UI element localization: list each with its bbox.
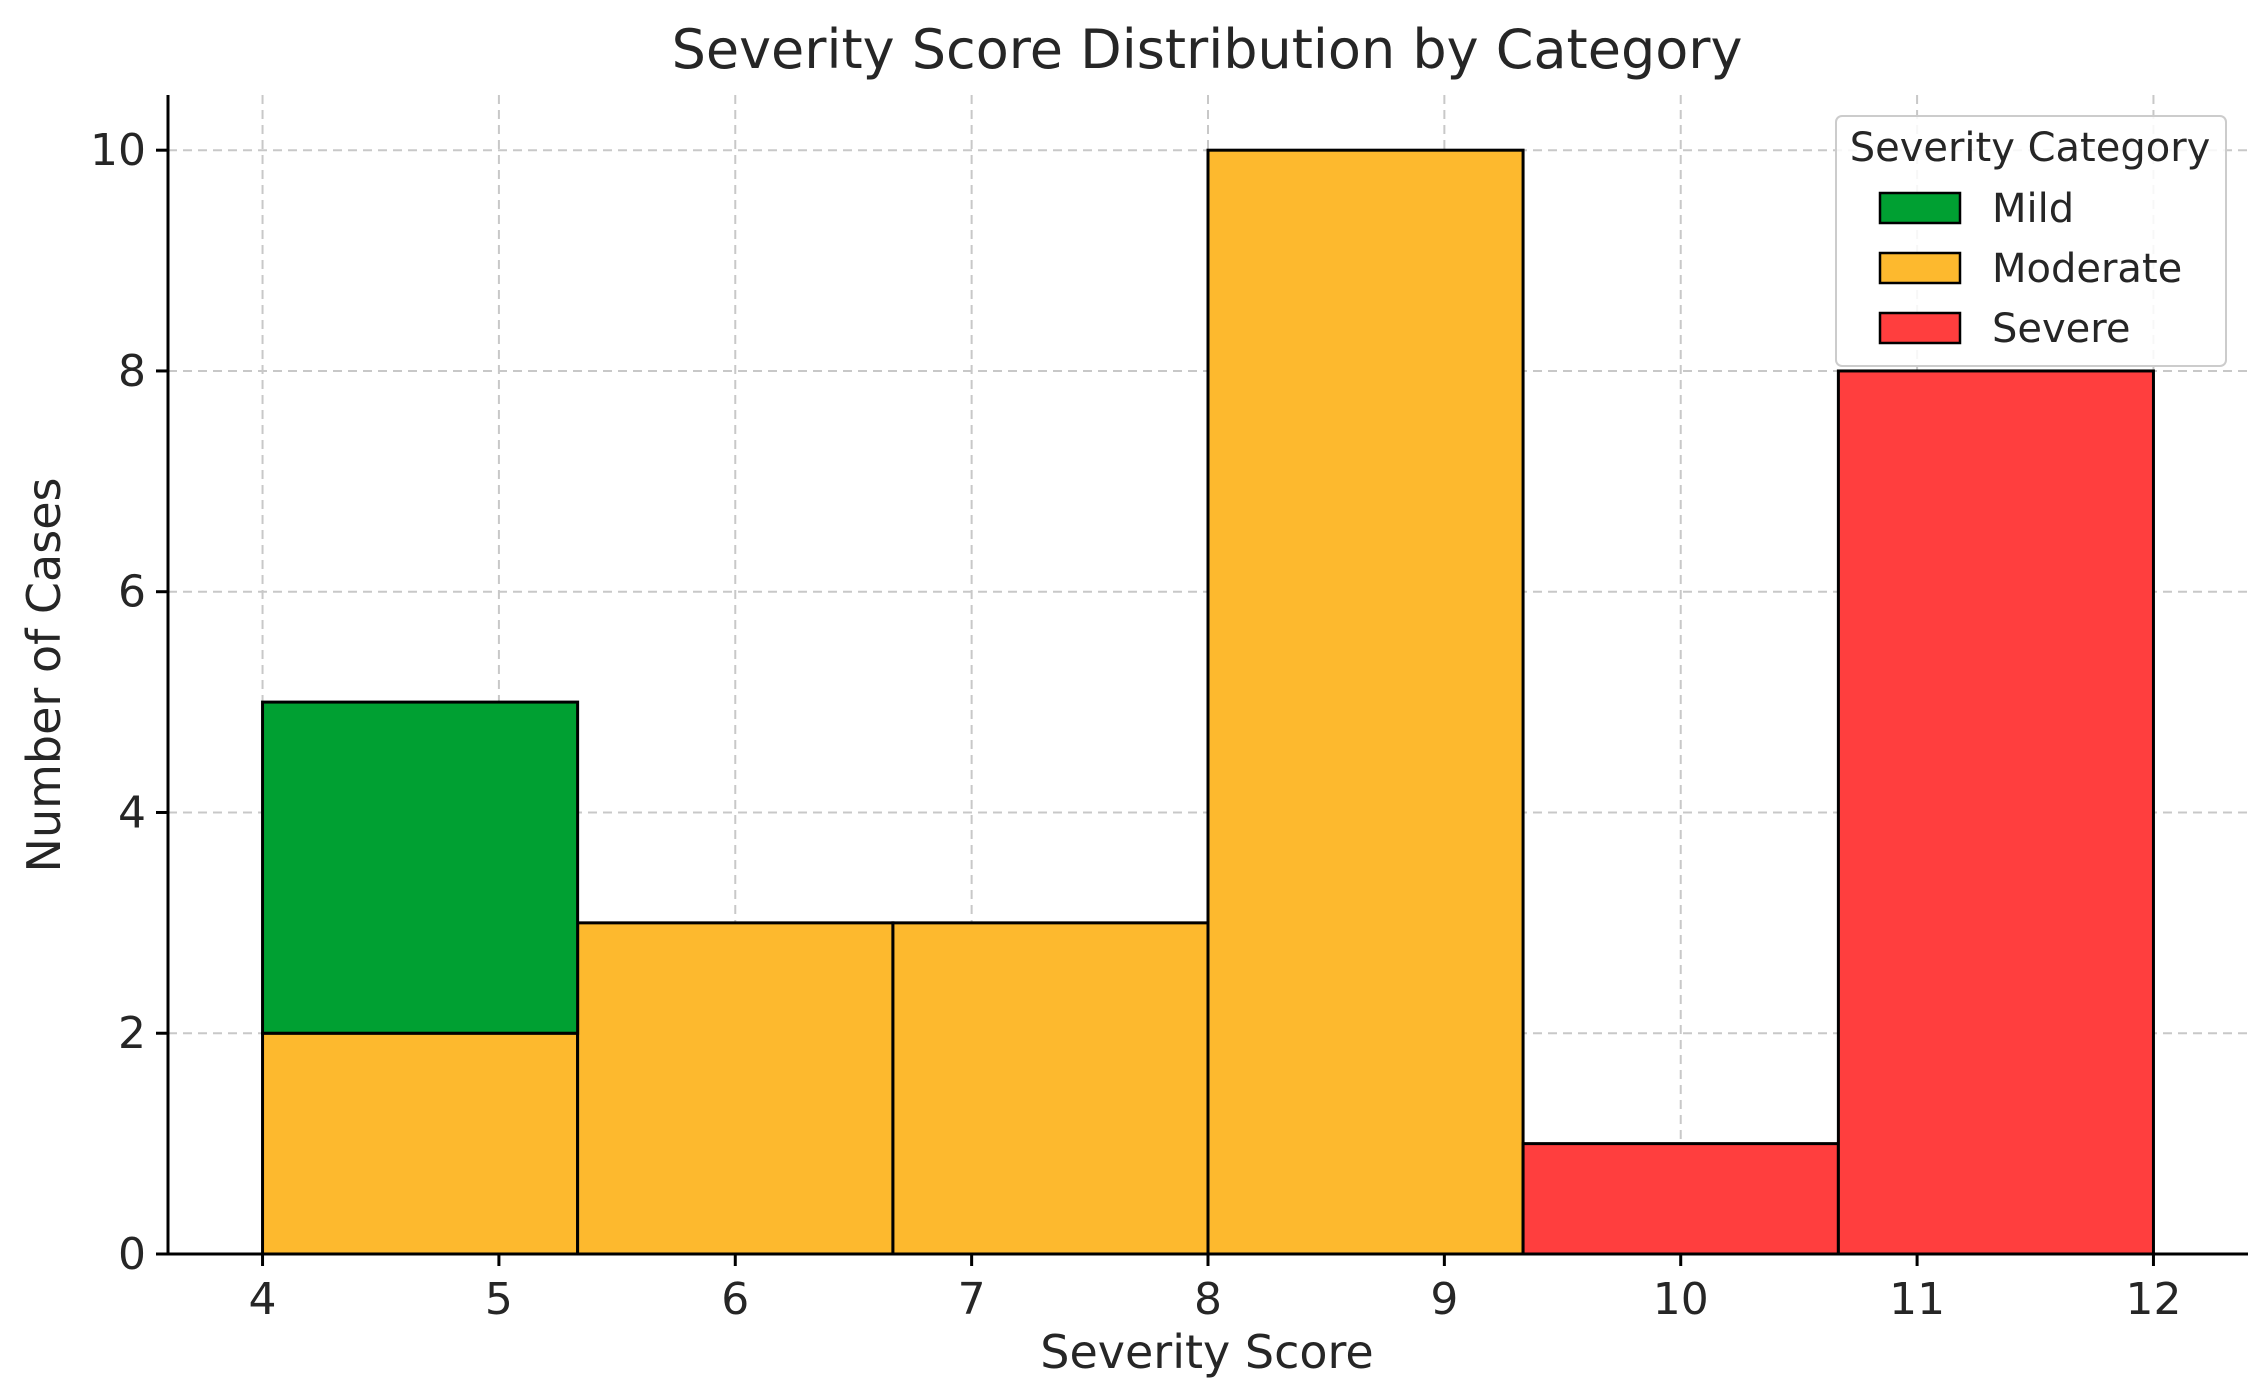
- bars: [261, 148, 2155, 1256]
- y-tick-label: 0: [118, 1229, 146, 1280]
- bar-moderate-bin-4: [1206, 148, 1525, 1256]
- legend-label-severe: Severe: [1992, 306, 2130, 352]
- y-tick-label: 2: [118, 1008, 146, 1059]
- legend-swatch-mild: [1878, 191, 1962, 225]
- y-tick-label: 6: [118, 567, 146, 618]
- x-tick-label: 9: [1430, 1274, 1458, 1325]
- x-tick-label: 10: [1653, 1274, 1709, 1325]
- x-tick-label: 5: [485, 1274, 513, 1325]
- y-axis-label: Number of Cases: [17, 478, 71, 873]
- bar-moderate-bin-3: [891, 921, 1210, 1256]
- bar-moderate-bin-2: [576, 921, 895, 1256]
- legend-title: Severity Category: [1850, 125, 2211, 171]
- y-tick-label: 8: [118, 346, 146, 397]
- y-axis-ticks: 0 2 4 6 8 10: [90, 125, 168, 1280]
- legend-frame: [1835, 115, 2227, 367]
- x-axis-label: Severity Score: [1040, 1325, 1373, 1379]
- x-tick-label: 6: [721, 1274, 749, 1325]
- x-tick-label: 8: [1194, 1274, 1222, 1325]
- y-tick-label: 10: [90, 125, 146, 176]
- legend-swatch-moderate: [1878, 251, 1962, 285]
- x-tick-label: 4: [249, 1274, 277, 1325]
- legend-label-moderate: Moderate: [1992, 246, 2182, 292]
- bar-severe-bin-5: [1521, 1142, 1840, 1256]
- legend-swatch-severe: [1878, 311, 1962, 345]
- legend: Severity Category Mild Moderate Severe: [1835, 115, 2227, 367]
- bar-severe-bin-6: [1836, 369, 2155, 1256]
- x-tick-label: 11: [1889, 1274, 1945, 1325]
- x-axis-ticks: 4 5 6 7 8 9 10 11 12: [249, 1254, 2181, 1325]
- x-tick-label: 12: [2125, 1274, 2181, 1325]
- bar-mild-bin-1: [261, 700, 580, 1035]
- x-tick-label: 7: [958, 1274, 986, 1325]
- bar-moderate-bin-1: [261, 1031, 580, 1256]
- legend-items: Mild Moderate Severe: [1878, 186, 2182, 352]
- chart-title: Severity Score Distribution by Category: [672, 18, 1743, 81]
- y-tick-label: 4: [118, 787, 146, 838]
- legend-label-mild: Mild: [1992, 186, 2074, 232]
